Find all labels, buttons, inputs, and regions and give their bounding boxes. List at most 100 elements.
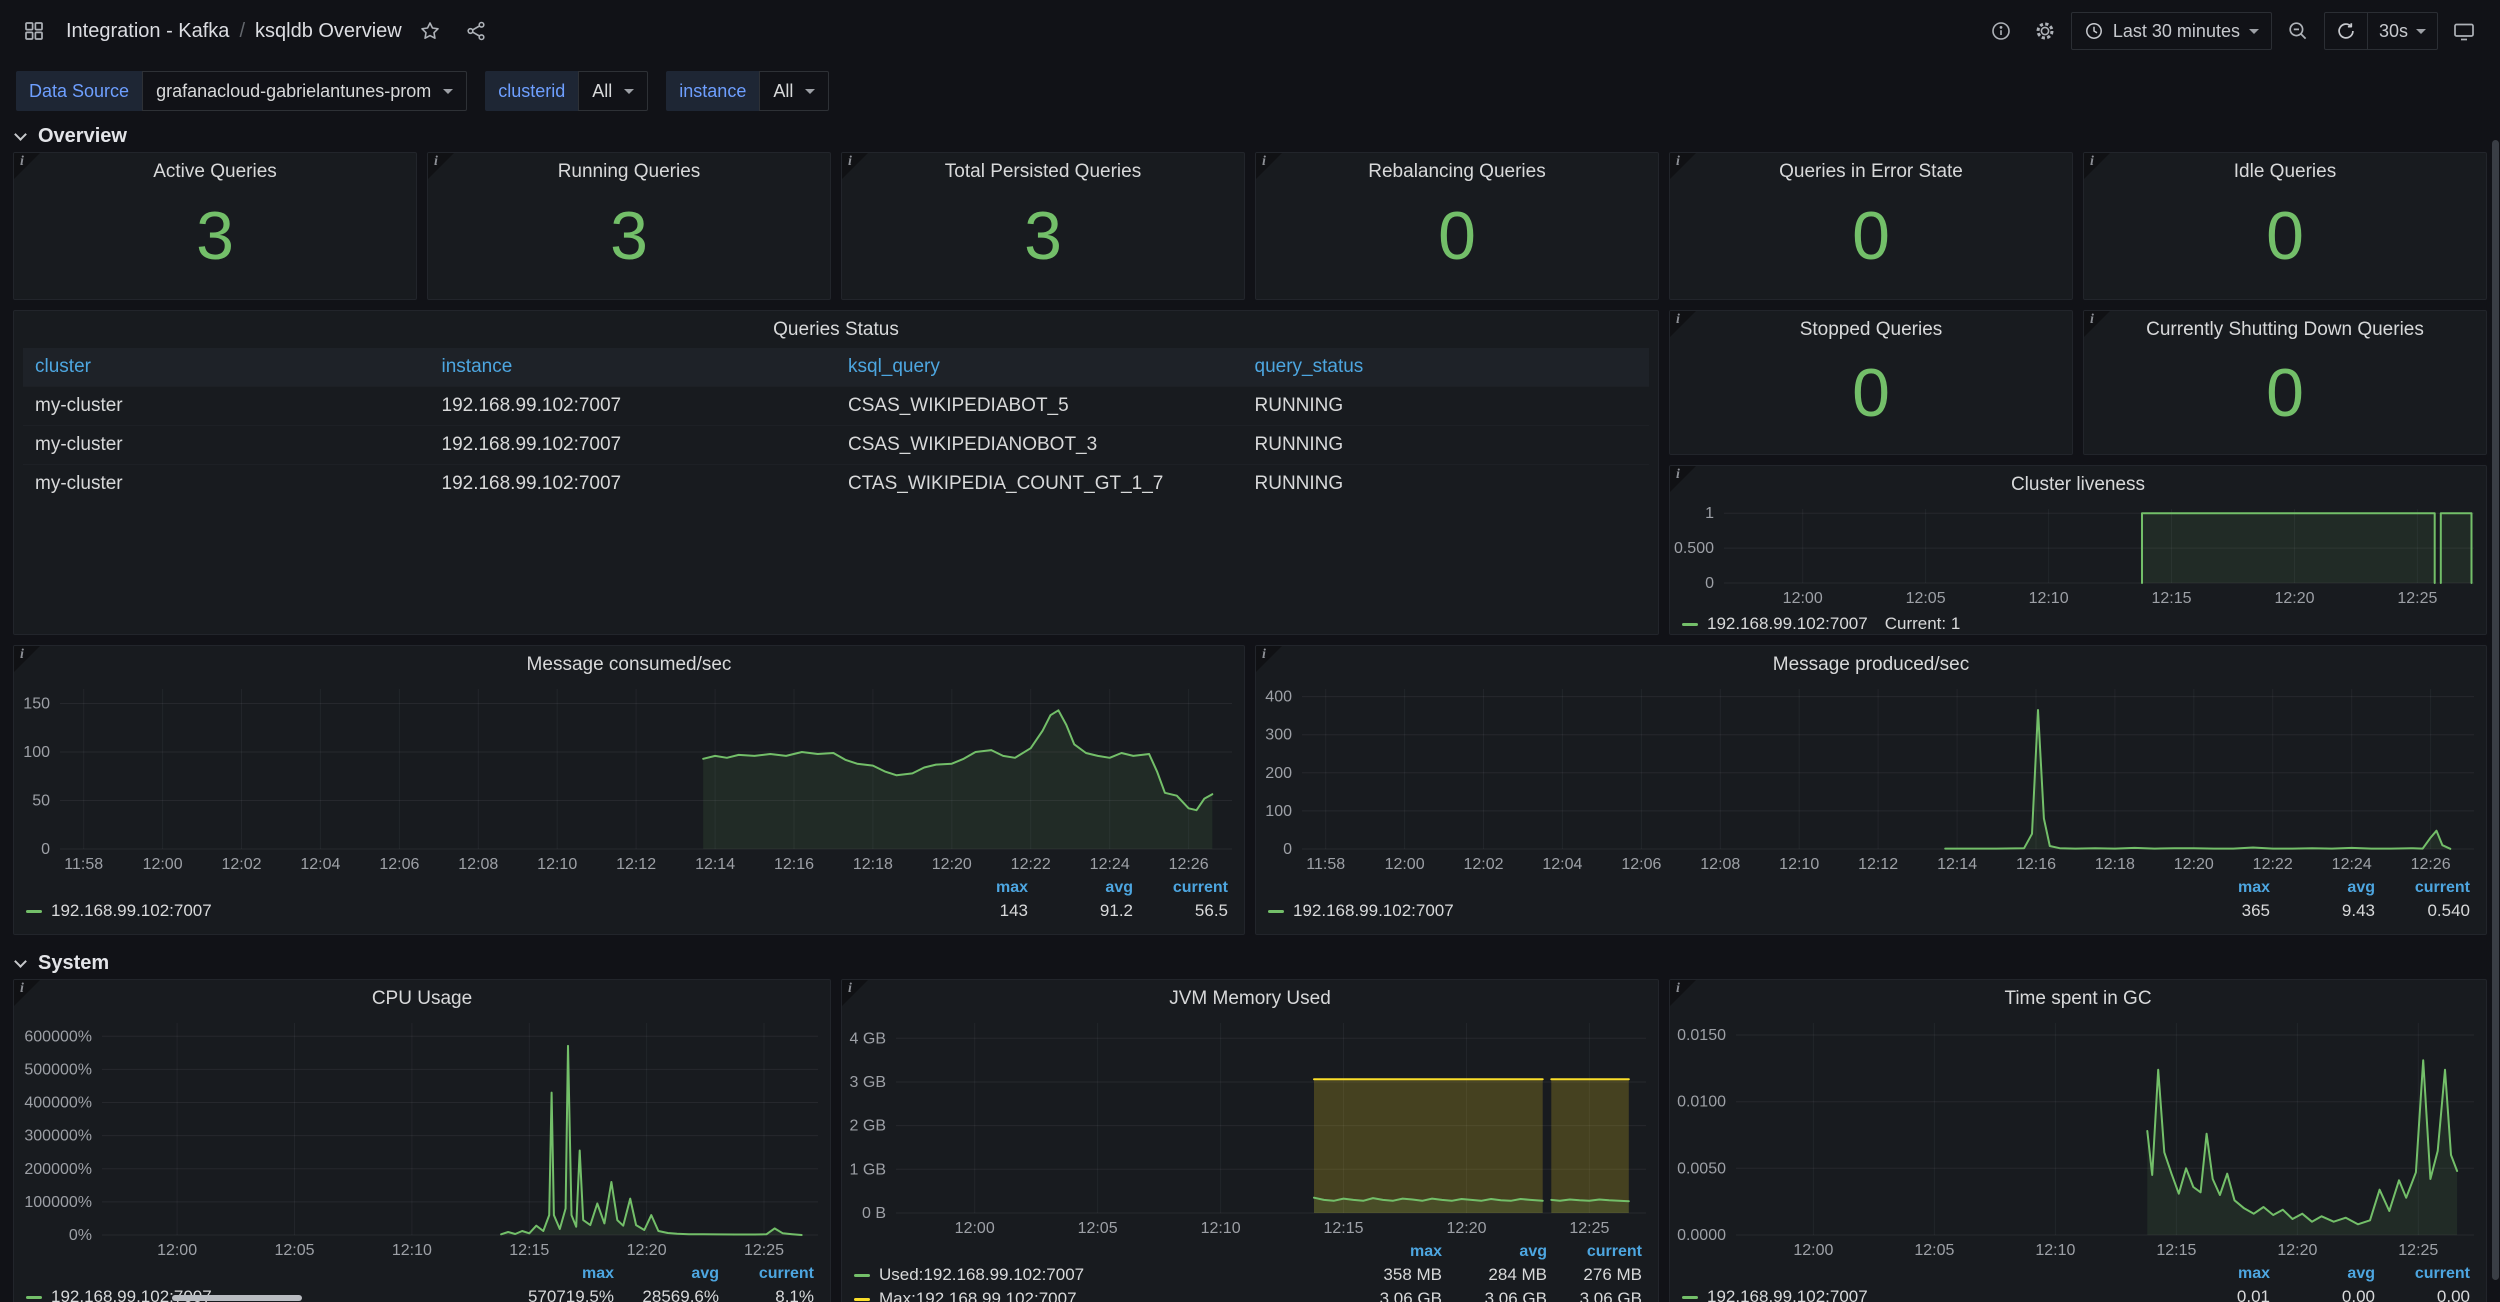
panel-title[interactable]: Message consumed/sec	[526, 654, 732, 675]
panel-title[interactable]: Stopped Queries	[1799, 319, 1943, 340]
legend-header-current[interactable]: current	[1586, 1243, 1642, 1260]
cluster-liveness-chart[interactable]: 12:00 12:05 12:10 12:15 12:20 12:25 0 0.500 1	[1670, 499, 2486, 611]
legend-series-name[interactable]: 192.168.99.102:7007	[1268, 901, 2140, 921]
legend-header-avg[interactable]: avg	[691, 1265, 719, 1282]
svg-text:12:10: 12:10	[2029, 590, 2069, 607]
legend-header-current[interactable]: current	[2414, 1265, 2470, 1282]
column-header-ksql-query[interactable]: ksql_query	[836, 348, 1243, 387]
horizontal-scrollbar-thumb[interactable]	[172, 1295, 302, 1301]
panel-title[interactable]: Time spent in GC	[2004, 988, 2152, 1009]
vertical-scrollbar-thumb[interactable]	[2492, 140, 2499, 1280]
star-icon[interactable]	[412, 13, 448, 49]
share-icon[interactable]	[458, 13, 494, 49]
svg-text:200: 200	[1265, 765, 1292, 782]
svg-text:12:16: 12:16	[774, 856, 814, 873]
panel-message-consumed: i Message consumed/sec 11:58 12:00 12:02 12…	[13, 645, 1245, 935]
svg-text:12:25: 12:25	[1569, 1220, 1609, 1237]
panel-info-icon[interactable]: i	[14, 980, 40, 1006]
legend-header-current[interactable]: current	[1172, 879, 1228, 896]
panel-title[interactable]: Queries in Error State	[1779, 161, 1963, 182]
panel-idle-queries: i Idle Queries 0	[2083, 152, 2487, 300]
panel-title[interactable]: Running Queries	[557, 161, 701, 182]
panel-info-icon[interactable]: i	[2084, 311, 2110, 337]
jvm-memory-chart[interactable]: 12:00 12:05 12:10 12:15 12:20 12:25 0 B 1 GB 2 G…	[842, 1013, 1658, 1241]
panel-title[interactable]: Rebalancing Queries	[1368, 161, 1546, 182]
svg-text:0.0000: 0.0000	[1677, 1227, 1726, 1244]
panel-info-icon[interactable]: i	[1256, 646, 1282, 672]
legend-header-avg[interactable]: avg	[1105, 879, 1133, 896]
legend-header-current[interactable]: current	[758, 1265, 814, 1282]
dashboard-settings-gear-icon[interactable]	[2027, 13, 2063, 49]
panel-info-icon[interactable]: i	[1670, 311, 1696, 337]
panel-title[interactable]: JVM Memory Used	[1169, 988, 1331, 1009]
legend-series-name[interactable]: 192.168.99.102:7007	[26, 901, 898, 921]
svg-text:0: 0	[1283, 841, 1292, 858]
series-color-dash	[854, 1297, 870, 1301]
legend-series-name[interactable]: 192.168.99.102:7007	[1682, 1287, 2140, 1302]
variable-datasource-value[interactable]: grafanacloud-gabrielantunes-prom	[142, 71, 468, 111]
legend-header-avg[interactable]: avg	[2347, 1265, 2375, 1282]
dashboards-grid-icon[interactable]	[16, 13, 52, 49]
legend-value-avg: 9.43	[2341, 901, 2375, 920]
cell-cluster: my-cluster	[23, 425, 430, 465]
panel-rebalancing-queries: i Rebalancing Queries 0	[1255, 152, 1659, 300]
legend-header-current[interactable]: current	[2414, 879, 2470, 896]
svg-text:0: 0	[41, 841, 50, 858]
svg-text:12:10: 12:10	[537, 856, 577, 873]
panel-title[interactable]: Currently Shutting Down Queries	[2146, 319, 2424, 340]
cpu-usage-chart[interactable]: 12:00 12:05 12:10 12:15 12:20 12:25 0% 100000% 2…	[14, 1013, 830, 1263]
refresh-interval-picker[interactable]: 30s	[2366, 13, 2437, 49]
breadcrumb: Integration - Kafka / ksqldb Overview	[66, 20, 402, 43]
panel-info-icon[interactable]: i	[2084, 153, 2110, 179]
zoom-out-icon[interactable]	[2280, 13, 2316, 49]
panel-info-icon[interactable]: i	[428, 153, 454, 179]
panel-info-icon[interactable]: i	[1670, 466, 1696, 492]
legend-header-max[interactable]: max	[2237, 879, 2270, 896]
legend-series-name[interactable]: Used:192.168.99.102:7007	[854, 1265, 1312, 1285]
legend-series-name[interactable]: 192.168.99.102:7007	[26, 1287, 484, 1302]
message-produced-chart[interactable]: 11:58 12:00 12:02 12:04 12:06 12:08 12:10 12:12…	[1256, 679, 2486, 877]
legend-header-max[interactable]: max	[2237, 1265, 2270, 1282]
panel-title[interactable]: CPU Usage	[371, 988, 473, 1009]
column-header-cluster[interactable]: cluster	[23, 348, 430, 387]
gc-time-chart[interactable]: 12:00 12:05 12:10 12:15 12:20 12:25 0.0000 0.00…	[1670, 1013, 2486, 1263]
legend-series-name[interactable]: Max:192.168.99.102:7007	[854, 1289, 1312, 1302]
panel-info-icon[interactable]: i	[1670, 980, 1696, 1006]
legend-series-name[interactable]: 192.168.99.102:7007	[1707, 614, 1868, 633]
legend-header-max[interactable]: max	[1409, 1243, 1442, 1260]
legend-value-avg: 28569.6%	[642, 1287, 719, 1302]
variable-clusterid-value[interactable]: All	[578, 71, 649, 111]
dashboard-info-icon[interactable]	[1983, 13, 2019, 49]
row-header-system[interactable]: System	[6, 947, 2494, 979]
legend-header-max[interactable]: max	[995, 879, 1028, 896]
variable-instance-value[interactable]: All	[759, 71, 830, 111]
message-consumed-chart[interactable]: 11:58 12:00 12:02 12:04 12:06 12:08 12:10 12:12…	[14, 679, 1244, 877]
svg-text:300: 300	[1265, 727, 1292, 744]
row-header-overview[interactable]: Overview	[6, 120, 2494, 152]
panel-info-icon[interactable]: i	[1670, 153, 1696, 179]
panel-title[interactable]: Message produced/sec	[1772, 654, 1970, 675]
panel-title[interactable]: Queries Status	[773, 319, 899, 340]
panel-info-icon[interactable]: i	[14, 153, 40, 179]
panel-title[interactable]: Total Persisted Queries	[944, 161, 1142, 182]
panel-info-icon[interactable]: i	[842, 980, 868, 1006]
panel-total-persisted-queries: i Total Persisted Queries 3	[841, 152, 1245, 300]
tv-kiosk-icon[interactable]	[2446, 13, 2482, 49]
column-header-instance[interactable]: instance	[429, 348, 836, 387]
svg-text:12:14: 12:14	[695, 856, 735, 873]
panel-info-icon[interactable]: i	[842, 153, 868, 179]
time-range-picker[interactable]: Last 30 minutes	[2070, 12, 2272, 50]
panel-info-icon[interactable]: i	[14, 646, 40, 672]
breadcrumb-folder[interactable]: Integration - Kafka	[66, 19, 230, 42]
column-header-query-status[interactable]: query_status	[1242, 348, 1649, 387]
legend-header-avg[interactable]: avg	[2347, 879, 2375, 896]
panel-title[interactable]: Active Queries	[153, 161, 277, 182]
legend-header-max[interactable]: max	[581, 1265, 614, 1282]
panel-running-queries: i Running Queries 3	[427, 152, 831, 300]
panel-title[interactable]: Cluster liveness	[2010, 474, 2146, 495]
panel-title[interactable]: Idle Queries	[2233, 161, 2337, 182]
panel-info-icon[interactable]: i	[1256, 153, 1282, 179]
refresh-interval-label: 30s	[2378, 20, 2408, 41]
legend-header-avg[interactable]: avg	[1519, 1243, 1547, 1260]
refresh-icon[interactable]	[2325, 13, 2367, 49]
